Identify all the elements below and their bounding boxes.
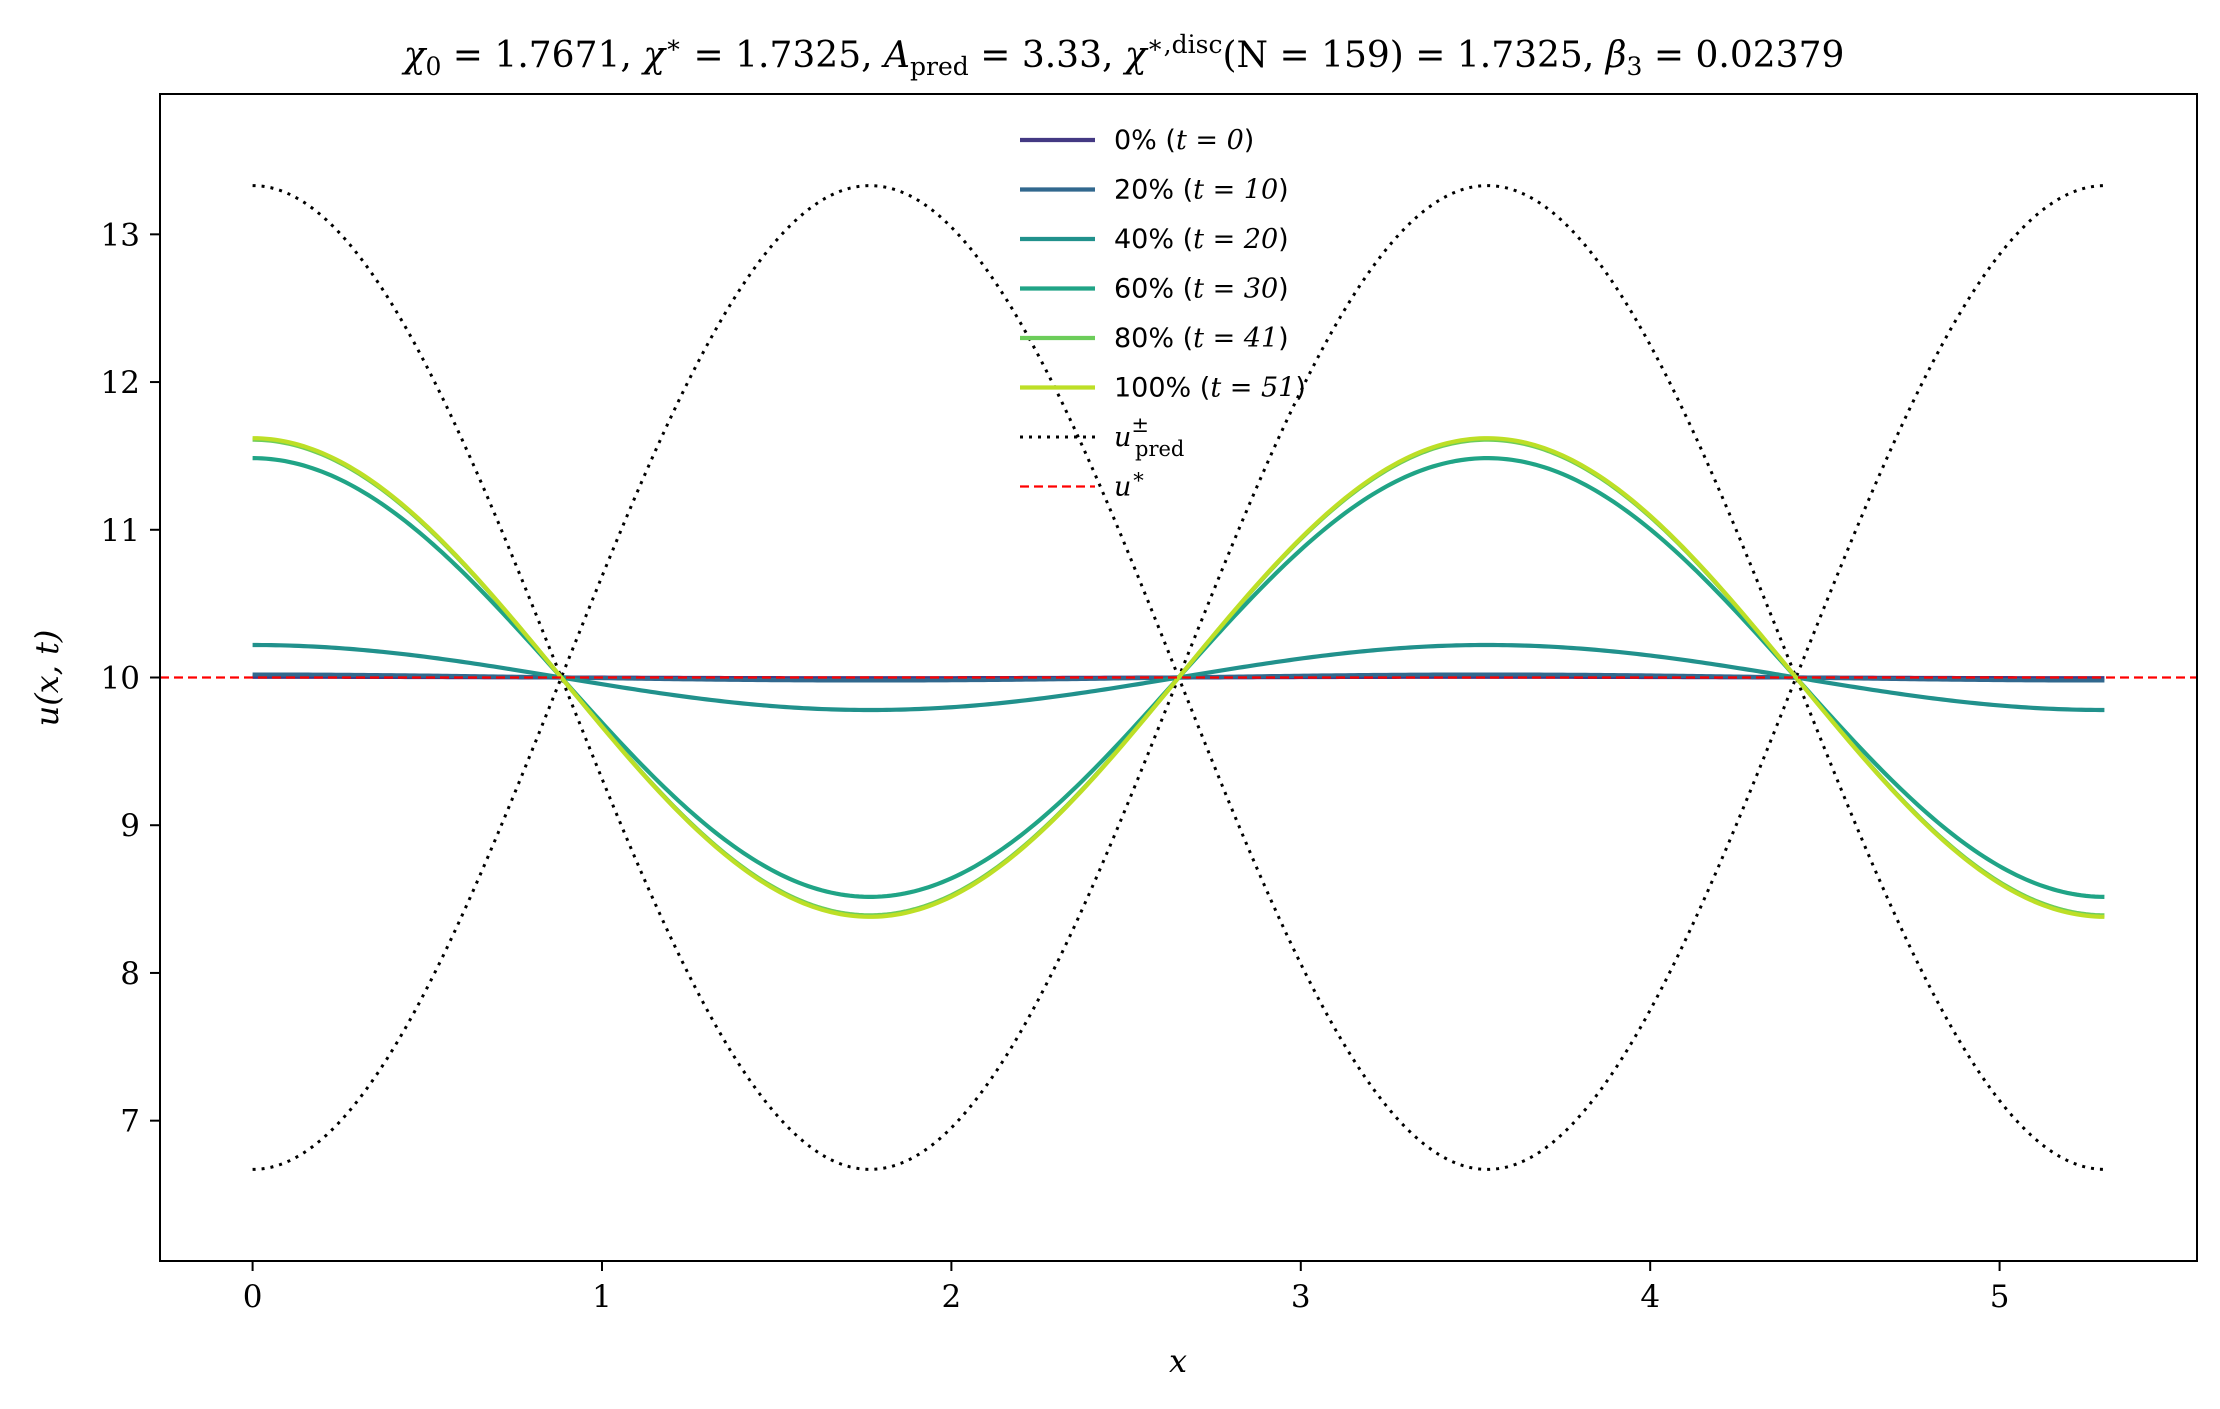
legend-label-u-star: u∗: [1114, 465, 1146, 503]
y-axis-ticks: 7 8 9 10 11 12 13: [101, 217, 160, 1140]
legend-label-1: 20% (t = 10): [1114, 175, 1289, 206]
legend-label-3: 60% (t = 30): [1114, 274, 1289, 305]
chart-title: χ0 = 1.7671, χ∗ = 1.7325, Apred = 3.33, …: [401, 30, 1845, 81]
x-tick-label: 3: [1291, 1279, 1311, 1315]
x-tick-label: 1: [592, 1279, 612, 1315]
legend-label-0: 0% (t = 0): [1114, 125, 1254, 156]
x-tick-label: 5: [1990, 1279, 2010, 1315]
plot-lines: [160, 184, 2197, 1171]
series-line-5: [252, 436, 2105, 919]
legend-label-2: 40% (t = 20): [1114, 224, 1289, 255]
y-tick-label: 7: [120, 1104, 140, 1140]
legend-label-5: 100% (t = 51): [1114, 373, 1306, 404]
y-tick-label: 13: [101, 217, 140, 253]
y-tick-label: 10: [101, 661, 140, 697]
legend-label-u-pred: u± pred: [1114, 413, 1184, 461]
y-tick-label: 11: [101, 513, 140, 549]
y-axis-label: u(x, t): [28, 630, 66, 727]
x-tick-label: 0: [243, 1279, 263, 1315]
x-tick-label: 4: [1640, 1279, 1660, 1315]
legend-label-4: 80% (t = 41): [1114, 323, 1289, 354]
y-tick-label: 8: [120, 956, 140, 992]
x-tick-label: 2: [942, 1279, 962, 1315]
y-tick-label: 9: [120, 808, 140, 844]
x-axis-ticks: 0 1 2 3 4 5: [243, 1261, 2010, 1315]
y-tick-label: 12: [101, 365, 140, 401]
legend: 0% (t = 0) 20% (t = 10) 40% (t = 20) 60% (t…: [1020, 125, 1306, 503]
x-axis-label: x: [1169, 1342, 1187, 1380]
